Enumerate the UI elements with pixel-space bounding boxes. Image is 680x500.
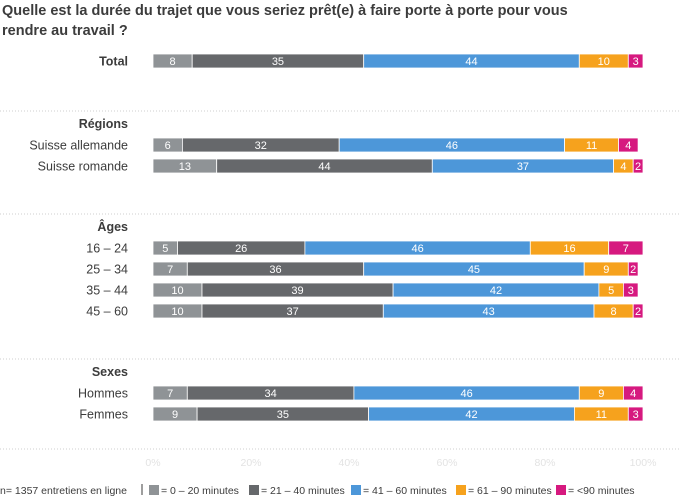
legend-swatch xyxy=(556,485,566,495)
bar-value-label: 44 xyxy=(318,161,330,173)
bar-segment xyxy=(623,282,639,298)
row-label: Total xyxy=(99,55,128,69)
row-label: Suisse romande xyxy=(38,160,128,174)
x-tick-label: 20% xyxy=(240,457,261,469)
legend-swatch xyxy=(456,485,466,495)
legend-label: = 0 – 20 minutes xyxy=(161,485,239,497)
bar-value-label: 46 xyxy=(446,140,458,152)
bar-value-label: 11 xyxy=(596,409,607,421)
x-tick-label: 0% xyxy=(145,457,160,469)
row-label: Suisse allemande xyxy=(29,139,128,153)
bar-value-label: 46 xyxy=(460,388,472,400)
sample-size-note: n= 1357 entretiens en ligne xyxy=(0,485,127,497)
bar-value-label: 4 xyxy=(625,140,631,152)
bar-value-label: 3 xyxy=(633,409,639,421)
bar-segment xyxy=(632,303,644,319)
row-label: 16 – 24 xyxy=(86,242,128,256)
bar-value-label: 10 xyxy=(171,306,183,318)
legend-swatch xyxy=(351,485,361,495)
group-label: Sexes xyxy=(92,365,128,379)
bar-value-label: 2 xyxy=(635,161,641,173)
bar-value-label: 10 xyxy=(598,56,610,68)
bar-value-label: 5 xyxy=(162,243,168,255)
bar-value-label: 2 xyxy=(635,306,641,318)
bar-value-label: 11 xyxy=(586,140,597,152)
bar-value-label: 42 xyxy=(465,409,477,421)
row-label: Hommes xyxy=(78,387,128,401)
legend-label: = <90 minutes xyxy=(568,485,635,497)
row-label: 35 – 44 xyxy=(86,284,128,298)
x-tick-label: 80% xyxy=(534,457,555,469)
row-label: 45 – 60 xyxy=(86,305,128,319)
chart-title-line: Quelle est la durée du trajet que vous s… xyxy=(2,3,568,19)
bar-value-label: 36 xyxy=(269,264,281,276)
bar-segment xyxy=(627,53,644,69)
bar-segment xyxy=(627,406,644,422)
bar-value-label: 6 xyxy=(165,140,171,152)
bar-value-label: 46 xyxy=(411,243,423,255)
legend-swatch xyxy=(249,485,259,495)
bar-value-label: 45 xyxy=(468,264,480,276)
bar-value-label: 5 xyxy=(608,285,614,297)
bar-value-label: 7 xyxy=(167,264,173,276)
bar-value-label: 34 xyxy=(264,388,276,400)
x-tick-label: 40% xyxy=(338,457,359,469)
bar-value-label: 43 xyxy=(483,306,495,318)
bar-segment xyxy=(618,137,639,153)
bar-value-label: 2 xyxy=(630,264,636,276)
x-tick-label: 60% xyxy=(436,457,457,469)
bar-value-label: 44 xyxy=(465,56,477,68)
bar-value-label: 37 xyxy=(287,306,299,318)
bar-value-label: 32 xyxy=(255,140,267,152)
bar-value-label: 8 xyxy=(170,56,176,68)
row-label: 25 – 34 xyxy=(86,263,128,277)
bar-value-label: 35 xyxy=(272,56,284,68)
bar-value-label: 7 xyxy=(167,388,173,400)
chart-title-line: rendre au travail ? xyxy=(2,23,128,39)
legend-label: = 41 – 60 minutes xyxy=(363,485,447,497)
x-tick-label: 100% xyxy=(630,457,657,469)
bar-value-label: 13 xyxy=(179,161,191,173)
group-label: Âges xyxy=(97,219,128,234)
bar-segment xyxy=(632,158,644,174)
bar-value-label: 39 xyxy=(291,285,303,297)
legend-swatch xyxy=(149,485,159,495)
bar-value-label: 4 xyxy=(620,161,626,173)
bar-segment xyxy=(623,385,644,401)
bar-value-label: 10 xyxy=(171,285,183,297)
bar-segment xyxy=(627,261,639,277)
bar-value-label: 26 xyxy=(235,243,247,255)
row-label: Femmes xyxy=(79,408,128,422)
bar-value-label: 37 xyxy=(517,161,529,173)
bar-value-label: 4 xyxy=(630,388,636,400)
group-label: Régions xyxy=(79,117,128,131)
bar-value-label: 8 xyxy=(611,306,617,318)
bar-value-label: 3 xyxy=(633,56,639,68)
bar-value-label: 9 xyxy=(603,264,609,276)
bar-segment xyxy=(608,240,644,256)
bar-value-label: 9 xyxy=(598,388,604,400)
bar-value-label: 3 xyxy=(628,285,634,297)
bar-value-label: 16 xyxy=(563,243,575,255)
bar-value-label: 42 xyxy=(490,285,502,297)
bar-value-label: 35 xyxy=(277,409,289,421)
bar-value-label: 9 xyxy=(172,409,178,421)
legend-label: = 21 – 40 minutes xyxy=(261,485,345,497)
legend-label: = 61 – 90 minutes xyxy=(468,485,552,497)
bar-value-label: 7 xyxy=(623,243,629,255)
